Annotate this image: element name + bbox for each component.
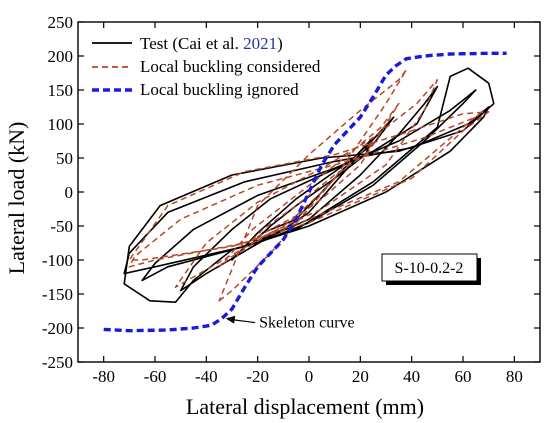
x-tick-label--80: -80: [92, 367, 115, 386]
y-tick-label-50: 50: [56, 149, 73, 168]
y-axis-label: Lateral load (kN): [4, 122, 29, 275]
annotation-arrow: [230, 318, 256, 324]
test-loop-5: [123, 67, 495, 303]
legend-label-ignored: Local buckling ignored: [140, 80, 299, 99]
considered-loop-0: [251, 140, 374, 241]
specimen-label-box: S-10-0.2-2: [381, 253, 481, 285]
y-tick-label-200: 200: [48, 47, 74, 66]
legend-test-close: ): [277, 34, 283, 53]
legend-label-test: Test (Cai et al. 2021): [140, 34, 283, 53]
y-tick-label--150: -150: [42, 285, 73, 304]
x-tick-label--40: -40: [195, 367, 218, 386]
legend-label-considered: Local buckling considered: [140, 57, 321, 76]
x-tick-label-40: 40: [403, 367, 420, 386]
ticks-layer: -80 -60 -40 -20 0 20 40 60 80-250-200-150-100-50…: [42, 13, 540, 386]
y-tick-label-0: 0: [65, 183, 74, 202]
y-tick-label--50: -50: [50, 217, 73, 236]
considered-loop-4: [128, 111, 490, 261]
considered-loop-5: [218, 68, 408, 302]
y-tick-label--100: -100: [42, 251, 73, 270]
legend-test-name: Test (Cai et al.: [140, 34, 243, 53]
x-tick-label-20: 20: [352, 367, 369, 386]
y-tick-label--200: -200: [42, 319, 73, 338]
specimen-label: S-10-0.2-2: [395, 260, 464, 277]
y-tick-label--250: -250: [42, 353, 73, 372]
legend: Test (Cai et al. 2021) Local buckling co…: [92, 34, 321, 99]
x-tick-label-0: 0: [305, 367, 314, 386]
y-tick-label-150: 150: [48, 81, 74, 100]
ignored-curve: [103, 51, 507, 333]
x-tick-label--60: -60: [144, 367, 167, 386]
considered-loop-3: [128, 109, 485, 268]
considered-loop-2: [174, 79, 439, 288]
y-tick-label-250: 250: [48, 13, 74, 32]
considered-loop-1: [218, 102, 400, 268]
test-loop-3: [141, 89, 477, 282]
x-axis-label: Lateral displacement (mm): [186, 394, 424, 419]
skeleton-curve-annotation: Skeleton curve: [225, 315, 355, 332]
x-tick-label-80: 80: [506, 367, 523, 386]
annotation-text: Skeleton curve: [259, 315, 355, 332]
legend-test-year: 2021: [243, 34, 277, 53]
y-tick-label-100: 100: [48, 115, 74, 134]
annotation-arrowhead: [225, 315, 236, 324]
data-layer: [103, 51, 507, 333]
x-tick-label--20: -20: [246, 367, 269, 386]
x-tick-label-60: 60: [455, 367, 472, 386]
